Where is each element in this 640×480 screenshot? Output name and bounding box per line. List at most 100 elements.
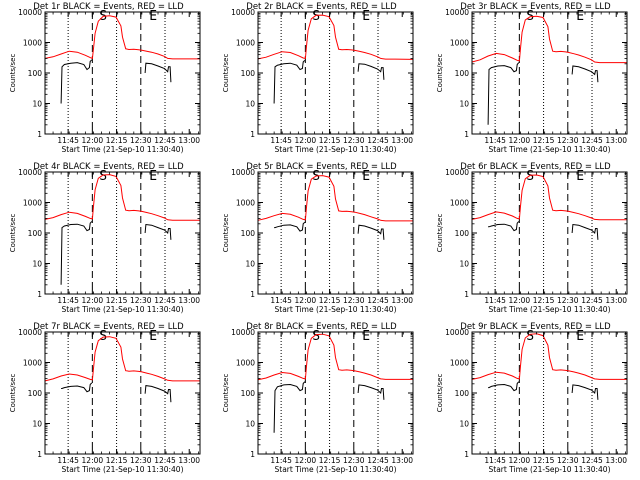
- x-axis-label: Start Time (21-Sep-10 11:30:40): [62, 305, 184, 314]
- y-tick-label: 10: [245, 260, 255, 269]
- series-events-line: [144, 385, 172, 403]
- y-tick-label: 10000: [18, 168, 42, 177]
- x-tick-label: 12:15: [533, 456, 555, 465]
- y-tick-label: 100: [241, 69, 256, 78]
- y-axis-label: Counts/sec: [222, 54, 230, 93]
- x-tick-label: 12:45: [154, 456, 176, 465]
- x-tick-label: 12:45: [367, 296, 389, 305]
- series-events-line: [571, 223, 599, 240]
- marker-s: S: [526, 169, 534, 184]
- y-tick-label: 1000: [236, 359, 255, 368]
- y-axis-label: Counts/sec: [222, 374, 230, 413]
- series-lld-line: [471, 174, 627, 221]
- marker-s: S: [99, 329, 107, 344]
- panel-title: Det 5r BLACK = Events, RED = LLD: [246, 162, 397, 172]
- x-tick-label: 12:00: [295, 136, 317, 145]
- y-axis-label: Counts/sec: [9, 54, 17, 93]
- y-tick-label: 10000: [18, 8, 42, 17]
- y-tick-label: 1000: [236, 39, 255, 48]
- y-tick-label: 1000: [23, 359, 42, 368]
- marker-e: E: [362, 9, 370, 24]
- y-tick-label: 10: [459, 100, 469, 109]
- series-lld-line: [44, 174, 200, 221]
- x-tick-label: 12:30: [130, 136, 152, 145]
- y-axis-label: Counts/sec: [436, 214, 444, 253]
- y-tick-label: 10000: [445, 168, 469, 177]
- y-tick-label: 100: [455, 389, 470, 398]
- x-tick-label: 11:45: [270, 456, 292, 465]
- x-tick-label: 12:15: [319, 296, 341, 305]
- panel-title: Det 8r BLACK = Events, RED = LLD: [246, 322, 397, 332]
- y-tick-label: 1: [250, 290, 255, 299]
- y-tick-label: 10000: [18, 328, 42, 337]
- x-axis-label: Start Time (21-Sep-10 11:30:40): [489, 465, 611, 474]
- x-tick-label: 12:45: [154, 296, 176, 305]
- series-lld-line: [44, 15, 200, 60]
- y-tick-label: 10: [245, 100, 255, 109]
- panel-title: Det 6r BLACK = Events, RED = LLD: [460, 162, 611, 172]
- y-tick-label: 1: [464, 130, 469, 139]
- x-tick-label: 12:00: [509, 456, 531, 465]
- y-tick-label: 10: [459, 260, 469, 269]
- x-tick-label: 11:45: [57, 136, 79, 145]
- series-lld-line: [257, 175, 413, 222]
- x-tick-label: 12:15: [319, 456, 341, 465]
- x-tick-label: 12:45: [367, 136, 389, 145]
- x-tick-label: 12:45: [581, 296, 603, 305]
- x-tick-label: 12:45: [367, 456, 389, 465]
- y-tick-label: 10: [459, 420, 469, 429]
- x-tick-label: 11:45: [484, 136, 506, 145]
- y-tick-label: 1: [250, 450, 255, 459]
- x-tick-label: 13:00: [178, 456, 200, 465]
- x-tick-label: 12:00: [295, 456, 317, 465]
- x-tick-label: 12:45: [581, 136, 603, 145]
- y-tick-label: 1: [250, 130, 255, 139]
- x-tick-label: 13:00: [391, 296, 413, 305]
- x-axis-label: Start Time (21-Sep-10 11:30:40): [62, 145, 184, 154]
- x-tick-label: 13:00: [605, 136, 627, 145]
- x-tick-label: 13:00: [605, 296, 627, 305]
- series-events-line: [488, 381, 520, 392]
- series-lld-line: [471, 333, 627, 380]
- x-tick-label: 12:15: [106, 136, 128, 145]
- x-tick-label: 12:30: [557, 296, 579, 305]
- y-tick-label: 10: [32, 260, 42, 269]
- x-tick-label: 12:45: [154, 136, 176, 145]
- marker-e: E: [576, 9, 584, 24]
- x-tick-label: 11:45: [270, 296, 292, 305]
- x-tick-label: 12:00: [509, 296, 531, 305]
- y-tick-label: 1000: [23, 39, 42, 48]
- series-events-line: [357, 224, 385, 240]
- y-axis-label: Counts/sec: [436, 54, 444, 93]
- marker-e: E: [149, 9, 157, 24]
- series-events-line: [571, 65, 599, 83]
- panel-title: Det 3r BLACK = Events, RED = LLD: [460, 2, 611, 12]
- x-tick-label: 11:45: [484, 296, 506, 305]
- series-events-line: [274, 221, 306, 232]
- x-tick-label: 12:00: [82, 456, 104, 465]
- marker-e: E: [576, 329, 584, 344]
- series-events-line: [273, 59, 306, 104]
- series-events-line: [273, 381, 306, 433]
- x-tick-label: 11:45: [484, 456, 506, 465]
- x-tick-label: 12:30: [130, 296, 152, 305]
- y-tick-label: 1: [464, 290, 469, 299]
- x-tick-label: 12:30: [343, 136, 365, 145]
- x-tick-label: 12:15: [533, 296, 555, 305]
- y-tick-label: 1000: [450, 359, 469, 368]
- x-tick-label: 11:45: [57, 296, 79, 305]
- x-axis-label: Start Time (21-Sep-10 11:30:40): [275, 145, 397, 154]
- x-axis-label: Start Time (21-Sep-10 11:30:40): [62, 465, 184, 474]
- x-tick-label: 13:00: [178, 136, 200, 145]
- y-axis-label: Counts/sec: [436, 374, 444, 413]
- series-lld-line: [257, 14, 414, 60]
- x-axis-label: Start Time (21-Sep-10 11:30:40): [489, 305, 611, 314]
- x-tick-label: 12:30: [343, 296, 365, 305]
